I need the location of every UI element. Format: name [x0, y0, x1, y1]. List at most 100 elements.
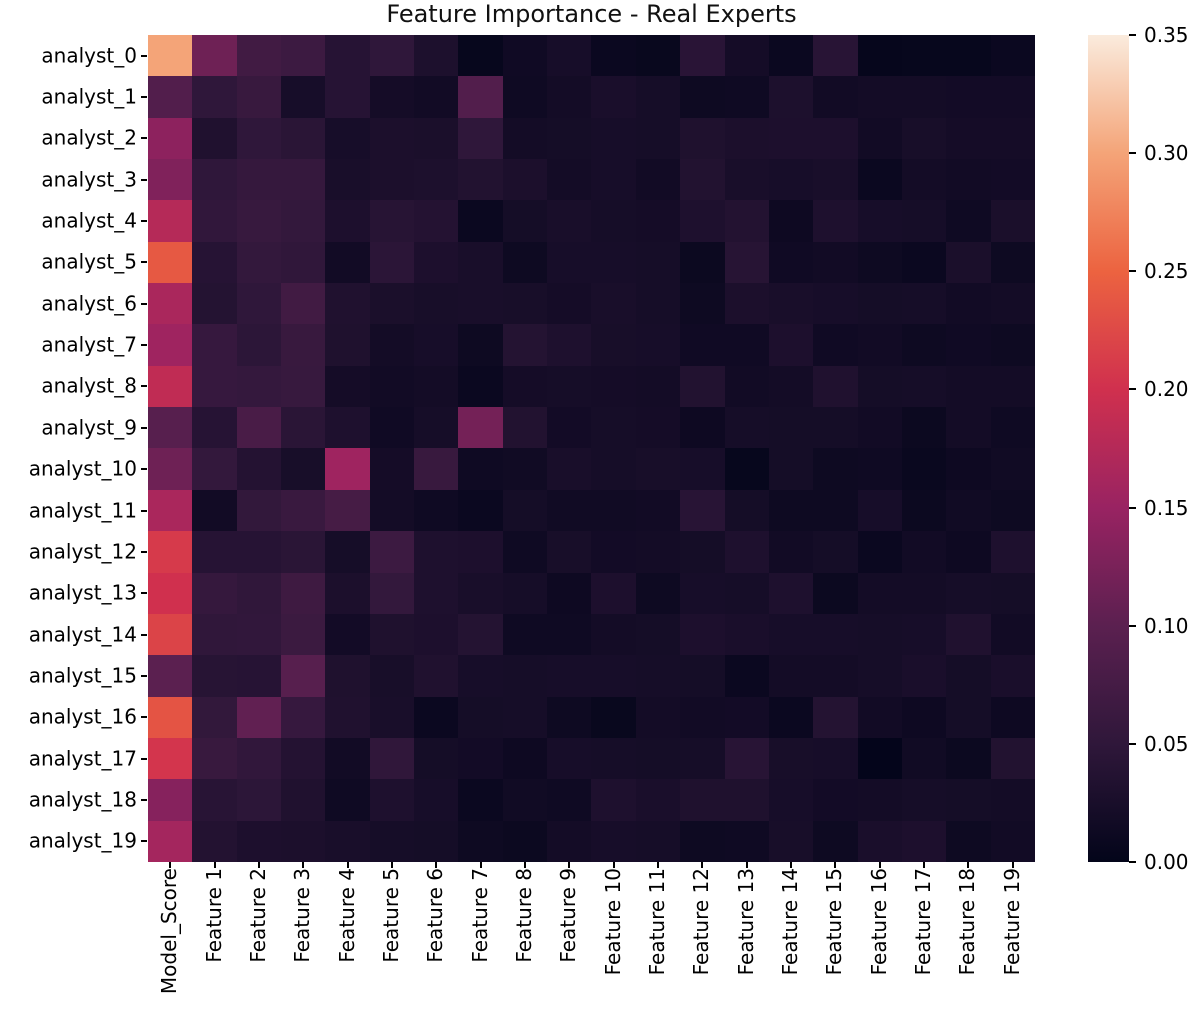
- heatmap-cell: [192, 613, 237, 656]
- heatmap-cell: [901, 76, 947, 118]
- heatmap-cell: [768, 241, 814, 284]
- x-tick-label: Feature 6: [423, 868, 448, 963]
- heatmap-cell: [414, 324, 459, 366]
- heatmap-cell: [857, 531, 902, 573]
- heatmap-cell: [325, 737, 370, 780]
- heatmap-cell: [281, 76, 326, 118]
- heatmap-cell: [502, 489, 548, 532]
- y-tick-label: analyst_11: [28, 498, 137, 523]
- heatmap-cell: [458, 448, 503, 490]
- y-tick-mark: [141, 344, 147, 347]
- heatmap-cell: [192, 572, 237, 614]
- heatmap-cell: [990, 531, 1035, 573]
- heatmap-cell: [547, 779, 592, 821]
- heatmap-cell: [192, 76, 237, 118]
- heatmap-cell: [768, 820, 814, 862]
- heatmap-cell: [502, 655, 548, 697]
- heatmap-cell: [635, 779, 681, 821]
- heatmap-cell: [192, 820, 237, 862]
- heatmap-cell: [192, 324, 237, 366]
- heatmap-cell: [635, 76, 681, 118]
- heatmap-cell: [901, 117, 947, 160]
- heatmap-cell: [724, 448, 769, 490]
- heatmap-cell: [901, 241, 947, 284]
- x-tick-label: Feature 7: [467, 868, 492, 963]
- x-tick-mark: [923, 862, 926, 868]
- y-tick-label: analyst_1: [41, 84, 137, 109]
- x-tick-mark: [878, 862, 881, 868]
- heatmap-cell: [857, 489, 902, 532]
- heatmap-cell: [946, 283, 991, 325]
- y-tick-label: analyst_7: [41, 332, 137, 357]
- heatmap-cell: [547, 241, 592, 284]
- heatmap-cell: [236, 779, 282, 821]
- heatmap-cell: [502, 737, 548, 780]
- heatmap-cell: [591, 448, 636, 490]
- heatmap-cell: [635, 820, 681, 862]
- y-tick-mark: [141, 757, 147, 760]
- heatmap-cell: [502, 200, 548, 242]
- heatmap-cell: [680, 159, 725, 201]
- heatmap-cell: [325, 655, 370, 697]
- heatmap-cell: [768, 696, 814, 738]
- heatmap-cell: [458, 779, 503, 821]
- y-tick-mark: [141, 592, 147, 595]
- heatmap-cell: [192, 117, 237, 160]
- heatmap-cell: [591, 35, 636, 77]
- y-tick-label: analyst_6: [41, 291, 137, 316]
- heatmap-cell: [591, 820, 636, 862]
- heatmap-cell: [369, 448, 415, 490]
- heatmap-cell: [281, 365, 326, 408]
- heatmap-cell: [768, 76, 814, 118]
- heatmap-cell: [901, 737, 947, 780]
- heatmap-cell: [281, 572, 326, 614]
- heatmap-cell: [857, 159, 902, 201]
- heatmap-cell: [768, 737, 814, 780]
- heatmap-cell: [946, 159, 991, 201]
- x-tick-mark: [479, 862, 482, 868]
- heatmap-cell: [857, 200, 902, 242]
- x-tick-mark: [834, 862, 837, 868]
- heatmap-cell: [502, 76, 548, 118]
- heatmap-cell: [369, 324, 415, 366]
- heatmap-cell: [369, 696, 415, 738]
- heatmap-cell: [946, 76, 991, 118]
- y-tick-label: analyst_13: [28, 580, 137, 605]
- colorbar-tick-mark: [1129, 624, 1136, 627]
- heatmap-cell: [901, 200, 947, 242]
- heatmap-cell: [414, 779, 459, 821]
- heatmap-cell: [236, 531, 282, 573]
- x-tick-mark: [790, 862, 793, 868]
- heatmap-cell: [680, 76, 725, 118]
- heatmap-cell: [901, 572, 947, 614]
- heatmap-cell: [990, 572, 1035, 614]
- heatmap-cell: [901, 696, 947, 738]
- heatmap-cell: [547, 820, 592, 862]
- heatmap-cell: [547, 117, 592, 160]
- y-tick-mark: [141, 840, 147, 843]
- heatmap-cell: [680, 200, 725, 242]
- heatmap-cell: [148, 241, 193, 284]
- heatmap-cell: [813, 779, 858, 821]
- heatmap-cell: [192, 35, 237, 77]
- heatmap-cell: [369, 655, 415, 697]
- y-tick-mark: [141, 302, 147, 305]
- heatmap-cell: [281, 696, 326, 738]
- heatmap-cell: [901, 407, 947, 449]
- heatmap-cell: [813, 283, 858, 325]
- heatmap-cell: [369, 779, 415, 821]
- heatmap-cell: [946, 365, 991, 408]
- heatmap-cell: [502, 448, 548, 490]
- heatmap-cell: [325, 696, 370, 738]
- heatmap-cell: [414, 241, 459, 284]
- heatmap-cell: [236, 820, 282, 862]
- y-tick-label: analyst_12: [28, 539, 137, 564]
- heatmap-cell: [369, 117, 415, 160]
- colorbar-tick-mark: [1129, 152, 1136, 155]
- heatmap-cell: [813, 737, 858, 780]
- x-tick-mark: [257, 862, 260, 868]
- heatmap-cell: [325, 159, 370, 201]
- heatmap-cell: [591, 76, 636, 118]
- heatmap-cell: [369, 283, 415, 325]
- heatmap-cell: [458, 655, 503, 697]
